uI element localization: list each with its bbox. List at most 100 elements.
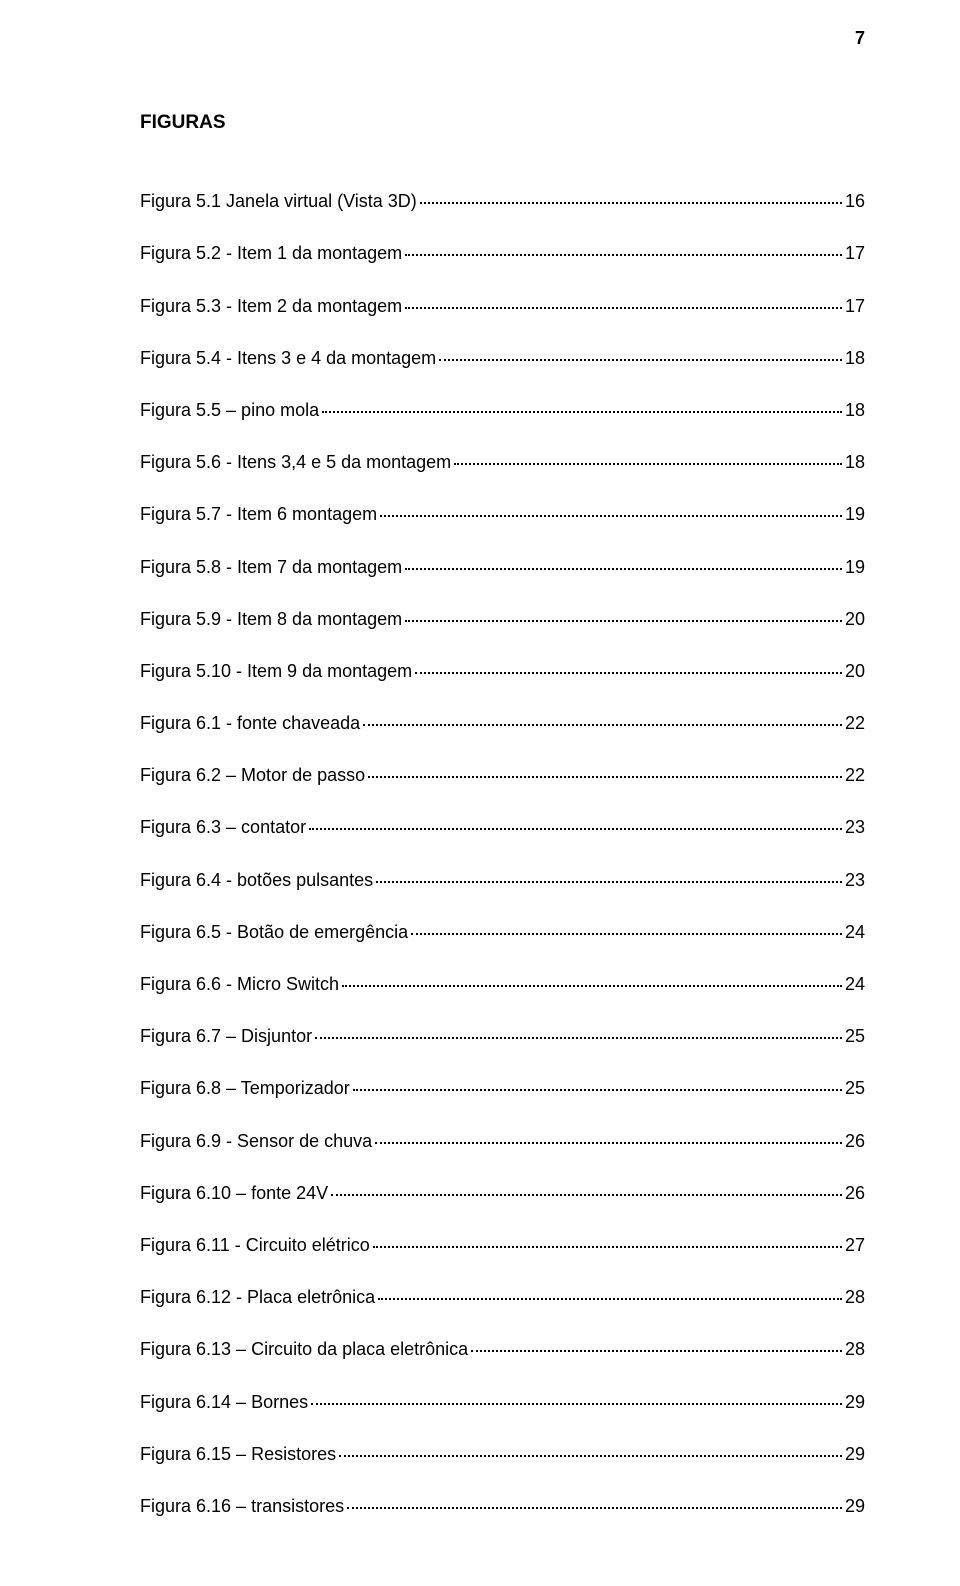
figures-toc: Figura 5.1 Janela virtual (Vista 3D)16Fi… [140,189,865,1517]
toc-leader [376,864,842,882]
toc-row: Figura 6.16 – transistores29 [140,1494,865,1517]
toc-entry-page: 29 [845,1392,865,1413]
toc-leader [322,395,842,413]
toc-entry-page: 26 [845,1183,865,1204]
toc-entry-label: Figura 5.4 - Itens 3 e 4 da montagem [140,348,436,369]
toc-entry-label: Figura 6.9 - Sensor de chuva [140,1131,372,1152]
toc-row: Figura 5.6 - Itens 3,4 e 5 da montagem 18 [140,450,865,473]
toc-entry-page: 28 [845,1287,865,1308]
toc-entry-label: Figura 6.3 – contator [140,817,306,838]
toc-entry-page: 20 [845,609,865,630]
toc-leader [339,1439,842,1457]
toc-row: Figura 5.2 - Item 1 da montagem 17 [140,241,865,264]
section-heading: FIGURAS [140,112,865,134]
toc-entry-page: 23 [845,817,865,838]
toc-row: Figura 6.5 - Botão de emergência 24 [140,920,865,943]
toc-leader [415,656,842,674]
toc-row: Figura 5.3 - Item 2 da montagem 17 [140,293,865,316]
toc-leader [405,238,842,256]
toc-leader [368,760,842,778]
toc-row: Figura 5.4 - Itens 3 e 4 da montagem 18 [140,346,865,369]
toc-row: Figura 6.4 - botões pulsantes 23 [140,867,865,890]
toc-entry-page: 24 [845,922,865,943]
toc-row: Figura 6.2 – Motor de passo 22 [140,763,865,786]
toc-leader [420,186,842,204]
toc-row: Figura 5.9 - Item 8 da montagem 20 [140,607,865,630]
toc-leader [411,917,842,935]
toc-leader [373,1230,842,1248]
toc-entry-label: Figura 6.4 - botões pulsantes [140,870,373,891]
toc-leader [471,1334,842,1352]
toc-leader [353,1073,842,1091]
toc-row: Figura 6.1 - fonte chaveada 22 [140,711,865,734]
toc-entry-label: Figura 5.10 - Item 9 da montagem [140,661,412,682]
toc-row: Figura 5.10 - Item 9 da montagem 20 [140,659,865,682]
toc-row: Figura 6.13 – Circuito da placa eletrôni… [140,1337,865,1360]
toc-entry-page: 25 [845,1078,865,1099]
toc-row: Figura 5.8 - Item 7 da montagem 19 [140,554,865,577]
toc-entry-label: Figura 5.3 - Item 2 da montagem [140,296,402,317]
toc-entry-page: 22 [845,765,865,786]
toc-row: Figura 5.1 Janela virtual (Vista 3D) 16 [140,189,865,212]
toc-entry-label: Figura 6.6 - Micro Switch [140,974,339,995]
toc-entry-label: Figura 6.12 - Placa eletrônica [140,1287,375,1308]
toc-leader [311,1386,842,1404]
toc-entry-label: Figura 6.14 – Bornes [140,1392,308,1413]
toc-row: Figura 5.5 – pino mola18 [140,398,865,421]
toc-entry-label: Figura 5.8 - Item 7 da montagem [140,557,402,578]
toc-entry-label: Figura 6.5 - Botão de emergência [140,922,408,943]
toc-row: Figura 6.8 – Temporizador 25 [140,1076,865,1099]
toc-entry-page: 18 [845,452,865,473]
toc-entry-label: Figura 5.7 - Item 6 montagem [140,504,377,525]
toc-entry-page: 24 [845,974,865,995]
toc-entry-label: Figura 5.1 Janela virtual (Vista 3D) [140,191,417,212]
toc-entry-label: Figura 5.2 - Item 1 da montagem [140,243,402,264]
toc-entry-label: Figura 6.13 – Circuito da placa eletrôni… [140,1339,468,1360]
toc-row: Figura 6.12 - Placa eletrônica 28 [140,1285,865,1308]
toc-entry-page: 16 [845,191,865,212]
toc-entry-page: 20 [845,661,865,682]
page-number: 7 [855,28,865,49]
toc-leader [378,1282,842,1300]
toc-entry-page: 17 [845,296,865,317]
toc-row: Figura 6.7 – Disjuntor 25 [140,1024,865,1047]
toc-row: Figura 6.3 – contator 23 [140,815,865,838]
toc-row: Figura 6.11 - Circuito elétrico 27 [140,1233,865,1256]
toc-leader [315,1021,842,1039]
toc-entry-label: Figura 6.1 - fonte chaveada [140,713,360,734]
toc-leader [454,447,842,465]
document-page: 7 FIGURAS Figura 5.1 Janela virtual (Vis… [0,0,960,1586]
toc-entry-page: 29 [845,1496,865,1517]
toc-row: Figura 6.14 – Bornes 29 [140,1389,865,1412]
toc-entry-page: 19 [845,557,865,578]
toc-leader [347,1491,842,1509]
toc-entry-label: Figura 6.7 – Disjuntor [140,1026,312,1047]
toc-entry-page: 23 [845,870,865,891]
toc-entry-label: Figura 6.15 – Resistores [140,1444,336,1465]
toc-row: Figura 6.9 - Sensor de chuva26 [140,1128,865,1151]
toc-leader [375,1125,842,1143]
toc-entry-page: 17 [845,243,865,264]
toc-entry-page: 28 [845,1339,865,1360]
toc-entry-page: 25 [845,1026,865,1047]
toc-leader [405,551,842,569]
toc-entry-page: 18 [845,400,865,421]
toc-entry-page: 22 [845,713,865,734]
toc-entry-page: 18 [845,348,865,369]
toc-entry-label: Figura 6.2 – Motor de passo [140,765,365,786]
toc-row: Figura 6.10 – fonte 24V26 [140,1181,865,1204]
toc-row: Figura 5.7 - Item 6 montagem 19 [140,502,865,525]
toc-entry-label: Figura 6.11 - Circuito elétrico [140,1235,370,1256]
toc-entry-page: 29 [845,1444,865,1465]
toc-entry-label: Figura 6.8 – Temporizador [140,1078,350,1099]
toc-entry-page: 27 [845,1235,865,1256]
toc-row: Figura 6.15 – Resistores 29 [140,1442,865,1465]
toc-leader [439,343,842,361]
toc-leader [405,604,842,622]
toc-row: Figura 6.6 - Micro Switch 24 [140,972,865,995]
toc-entry-label: Figura 5.9 - Item 8 da montagem [140,609,402,630]
toc-leader [342,969,842,987]
toc-entry-page: 19 [845,504,865,525]
toc-entry-label: Figura 5.6 - Itens 3,4 e 5 da montagem [140,452,451,473]
toc-leader [363,708,842,726]
